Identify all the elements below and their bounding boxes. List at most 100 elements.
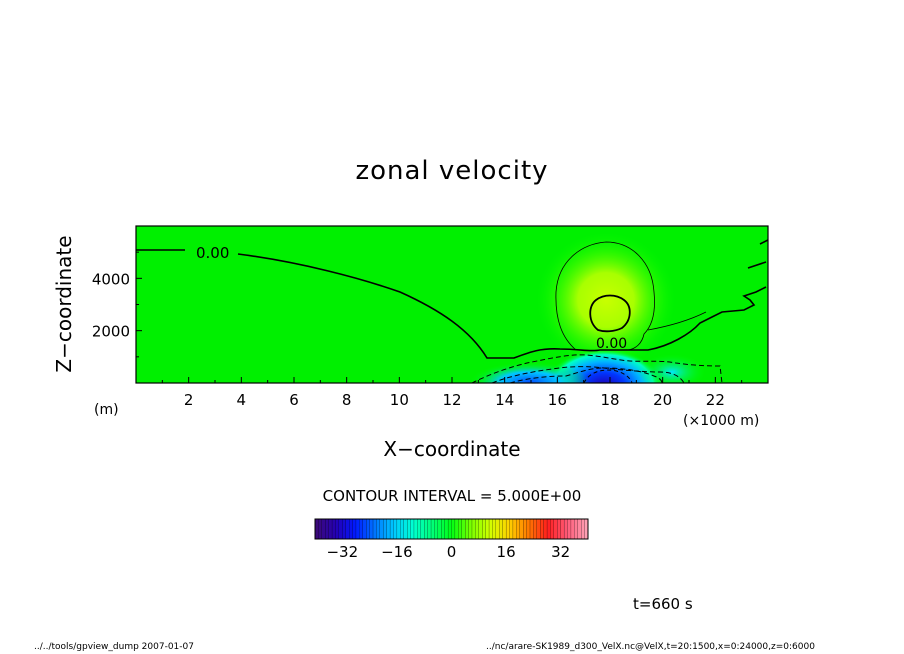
colorbar-cell <box>393 518 398 540</box>
colorbar-cell <box>362 518 367 540</box>
colorbar-cell <box>553 518 558 540</box>
colorbar-cell <box>444 518 449 540</box>
colorbar-cell <box>529 518 534 540</box>
colorbar-cell <box>352 518 357 540</box>
colorbar-cell <box>512 518 517 540</box>
x-tick-label: 18 <box>600 391 619 409</box>
colorbar-cell <box>478 518 483 540</box>
colorbar-cell <box>461 518 466 540</box>
colorbar-cell <box>475 518 480 540</box>
colorbar-cell <box>505 518 510 540</box>
contour-interval-label: CONTOUR INTERVAL = 5.000E+00 <box>322 487 582 505</box>
x-tick-label: 20 <box>653 391 672 409</box>
jet-core-shading <box>536 232 676 368</box>
colorbar-cell <box>543 518 548 540</box>
colorbar-cell <box>386 518 391 540</box>
x-tick-label: 22 <box>706 391 725 409</box>
colorbar-cell <box>447 518 452 540</box>
colorbar-cell <box>403 518 408 540</box>
colorbar-cell <box>318 518 323 540</box>
colorbar-cell <box>441 518 446 540</box>
colorbar-cell <box>366 518 371 540</box>
y-axis-unit: (m) <box>94 402 119 418</box>
colorbar-cell <box>485 518 490 540</box>
colorbar-cell <box>468 518 473 540</box>
colorbar-cell <box>345 518 350 540</box>
colorbar-cell <box>400 518 405 540</box>
colorbar-cell <box>407 518 411 540</box>
colorbar-tick-label: −16 <box>381 543 413 561</box>
footer-left: ../../tools/gpview_dump 2007-01-07 <box>34 642 194 652</box>
colorbar-cell <box>396 518 401 540</box>
colorbar-cell <box>523 518 527 540</box>
colorbar-cell <box>314 518 319 540</box>
contour-neg-15 <box>509 367 663 383</box>
colorbar-cell <box>335 518 340 540</box>
y-ticks: 2000 4000 <box>92 251 142 358</box>
colorbar-cell <box>434 518 439 540</box>
colorbar-cell <box>420 518 425 540</box>
colorbar-cell <box>349 518 353 540</box>
contour-neg-5 <box>471 354 723 383</box>
footer-right: ../nc/arare-SK1989_d300_VelX.nc@VelX,t=2… <box>486 642 815 652</box>
y-axis-label: Z−coordinate <box>52 235 76 373</box>
colorbar-cell <box>557 518 562 540</box>
colorbar-cell <box>369 518 374 540</box>
colorbar-cell <box>526 518 531 540</box>
colorbar-cell <box>482 518 487 540</box>
contour-neg-10 <box>491 366 685 383</box>
time-label: t=660 s <box>633 595 693 613</box>
colorbar-tick-label: 0 <box>447 543 457 561</box>
colorbar-cell <box>540 518 545 540</box>
colorbar-cell <box>471 518 476 540</box>
colorbar-cell <box>372 518 377 540</box>
x-tick-label: 16 <box>548 391 567 409</box>
colorbar-cell <box>536 518 541 540</box>
colorbar-cell <box>458 518 463 540</box>
zero-contour <box>136 239 768 359</box>
colorbar-cell <box>430 518 435 540</box>
colorbar-cell <box>342 518 347 540</box>
contour-labels: 0.00 0.00 <box>188 243 627 352</box>
contour-10 <box>589 294 631 333</box>
low-west-shading <box>470 358 590 383</box>
colorbar-cell <box>379 518 384 540</box>
x-tick-label: 12 <box>442 391 461 409</box>
contour-neg-25 <box>583 369 633 383</box>
colorbar-cell <box>495 518 500 540</box>
colorbar-cell <box>546 518 551 540</box>
colorbar-cell <box>499 518 504 540</box>
colorbar-cell <box>413 518 418 540</box>
colorbar-cell <box>533 518 538 540</box>
colorbar-cell <box>563 518 568 540</box>
x-tick-label: 6 <box>289 391 299 409</box>
colorbar-tick-label: −32 <box>326 543 358 561</box>
colorbar-cell <box>560 518 565 540</box>
colorbar-tick-label: 16 <box>497 543 516 561</box>
colorbar-cell <box>451 518 456 540</box>
colorbar-cell <box>519 518 524 540</box>
colorbar-cell <box>516 518 521 540</box>
colorbar: −32 −16 0 16 32 <box>314 518 589 561</box>
x-tick-label: 8 <box>342 391 352 409</box>
colorbar-cell <box>417 518 422 540</box>
x-tick-label: 10 <box>390 391 409 409</box>
colorbar-cell <box>509 518 514 540</box>
x-tick-label: 2 <box>184 391 194 409</box>
x-axis-unit: (×1000 m) <box>683 413 760 429</box>
contour-label-1: 0.00 <box>196 244 229 262</box>
chart-title: zonal velocity <box>355 156 549 186</box>
colorbar-cell <box>424 518 429 540</box>
colorbar-cell <box>570 518 575 540</box>
colorbar-cell <box>376 518 381 540</box>
colorbar-cell <box>577 518 582 540</box>
colorbar-cell <box>454 518 459 540</box>
colorbar-cell <box>574 518 579 540</box>
contour-label-2: 0.00 <box>596 336 627 352</box>
colorbar-cell <box>338 518 343 540</box>
colorbar-cell <box>502 518 507 540</box>
colorbar-cell <box>325 518 330 540</box>
contour-5 <box>555 241 707 351</box>
colorbar-cell <box>321 518 326 540</box>
